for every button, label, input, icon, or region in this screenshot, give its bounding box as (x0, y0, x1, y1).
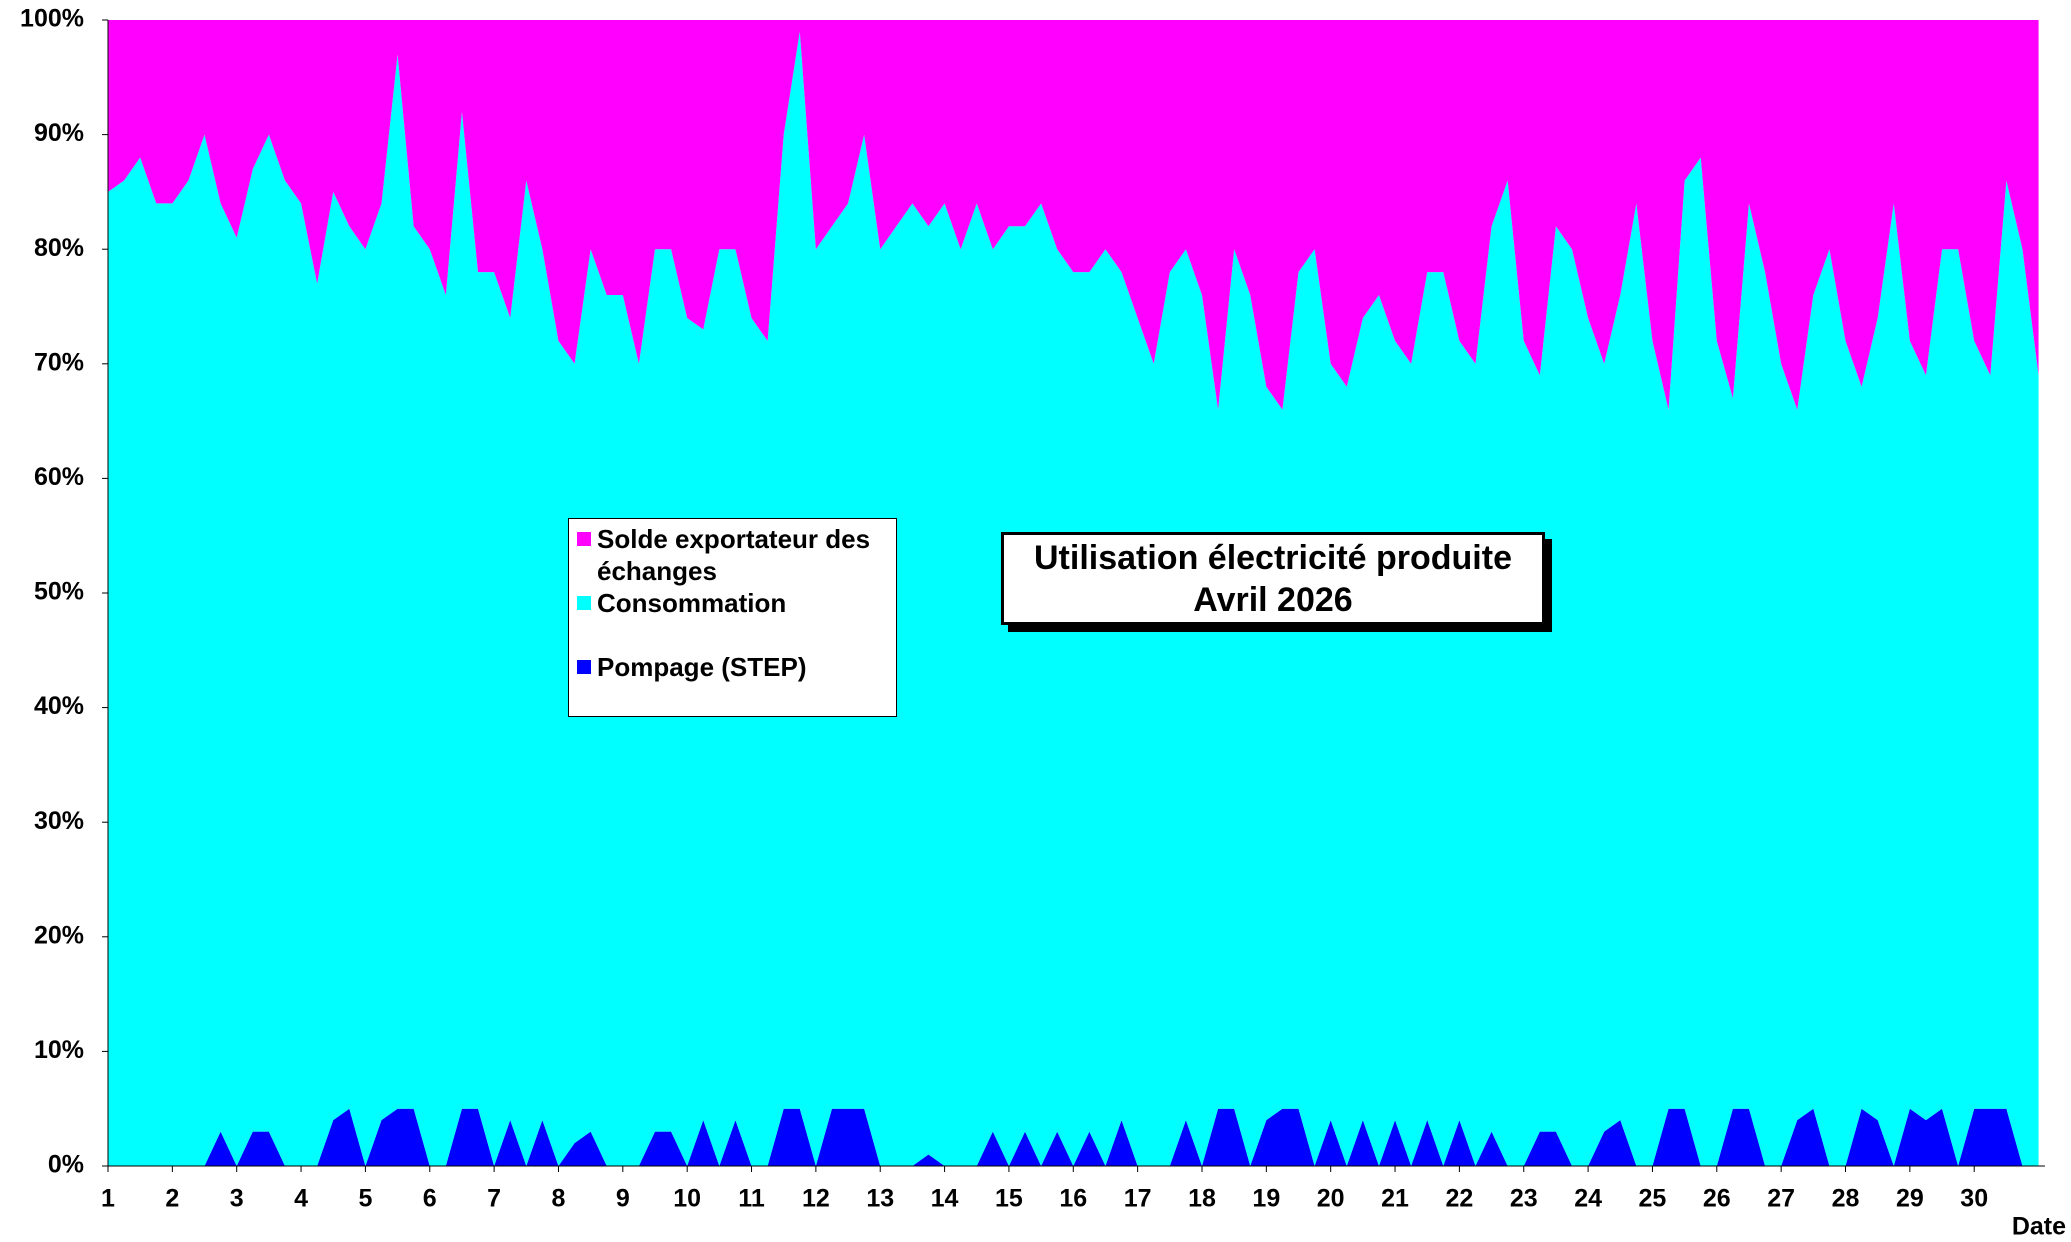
x-tick-label: 11 (738, 1185, 765, 1213)
y-tick-label: 50% (34, 578, 84, 606)
x-tick-label: 4 (294, 1185, 308, 1213)
x-tick-label: 28 (1832, 1185, 1860, 1213)
x-tick-label: 30 (1960, 1185, 1988, 1213)
y-tick-label: 10% (34, 1036, 84, 1064)
y-tick-label: 0% (48, 1151, 84, 1179)
x-axis-label: Date (2012, 1213, 2066, 1241)
chart-title: Utilisation électricité produite (1034, 539, 1512, 577)
legend: Solde exportateur des échanges Consommati… (568, 518, 897, 717)
x-tick-label: 8 (552, 1185, 566, 1213)
x-tick-label: 5 (358, 1185, 372, 1213)
legend-item: Solde exportateur des échanges (577, 523, 888, 587)
x-tick-label: 26 (1703, 1185, 1731, 1213)
x-tick-label: 13 (866, 1185, 894, 1213)
y-tick-label: 40% (34, 692, 84, 720)
y-tick-label: 100% (20, 5, 84, 33)
y-tick-label: 20% (34, 921, 84, 949)
legend-swatch (577, 532, 591, 546)
x-tick-label: 6 (423, 1185, 437, 1213)
x-tick-label: 15 (995, 1185, 1023, 1213)
x-tick-label: 2 (165, 1185, 179, 1213)
x-tick-label: 23 (1510, 1185, 1538, 1213)
x-tick-label: 16 (1059, 1185, 1087, 1213)
legend-swatch (577, 596, 591, 610)
legend-swatch (577, 660, 591, 674)
x-tick-label: 19 (1252, 1185, 1280, 1213)
x-tick-label: 3 (230, 1185, 244, 1213)
y-tick-label: 30% (34, 807, 84, 835)
x-tick-label: 22 (1445, 1185, 1473, 1213)
area (108, 20, 2039, 410)
x-tick-label: 21 (1381, 1185, 1409, 1213)
legend-item: Pompage (STEP) (577, 651, 888, 683)
x-tick-label: 20 (1317, 1185, 1345, 1213)
title-box: Utilisation électricité produite Avril 2… (1001, 532, 1545, 625)
x-tick-label: 24 (1574, 1185, 1602, 1213)
x-tick-label: 9 (616, 1185, 630, 1213)
legend-label: Solde exportateur des échanges (597, 524, 871, 586)
legend-item: Consommation (577, 587, 888, 619)
y-tick-label: 80% (34, 234, 84, 262)
x-tick-label: 29 (1896, 1185, 1924, 1213)
y-tick-label: 60% (34, 463, 84, 491)
x-tick-label: 12 (802, 1185, 830, 1213)
x-tick-label: 7 (487, 1185, 501, 1213)
x-tick-label: 10 (673, 1185, 701, 1213)
y-tick-label: 70% (34, 348, 84, 376)
x-tick-label: 25 (1639, 1185, 1667, 1213)
y-tick-label: 90% (34, 119, 84, 147)
x-tick-label: 18 (1188, 1185, 1216, 1213)
axes: 0%10%20%30%40%50%60%70%80%90%100%1 2 3 4 5 6 7… (20, 5, 2045, 1213)
chart-subtitle: Avril 2026 (1193, 581, 1353, 619)
x-tick-label: 1 (101, 1185, 115, 1213)
x-tick-label: 14 (931, 1185, 959, 1213)
legend-label: Consommation (597, 588, 787, 618)
area (108, 1108, 2039, 1166)
x-tick-label: 27 (1767, 1185, 1795, 1213)
legend-label: Pompage (STEP) (597, 652, 807, 682)
x-tick-label: 17 (1124, 1185, 1152, 1213)
